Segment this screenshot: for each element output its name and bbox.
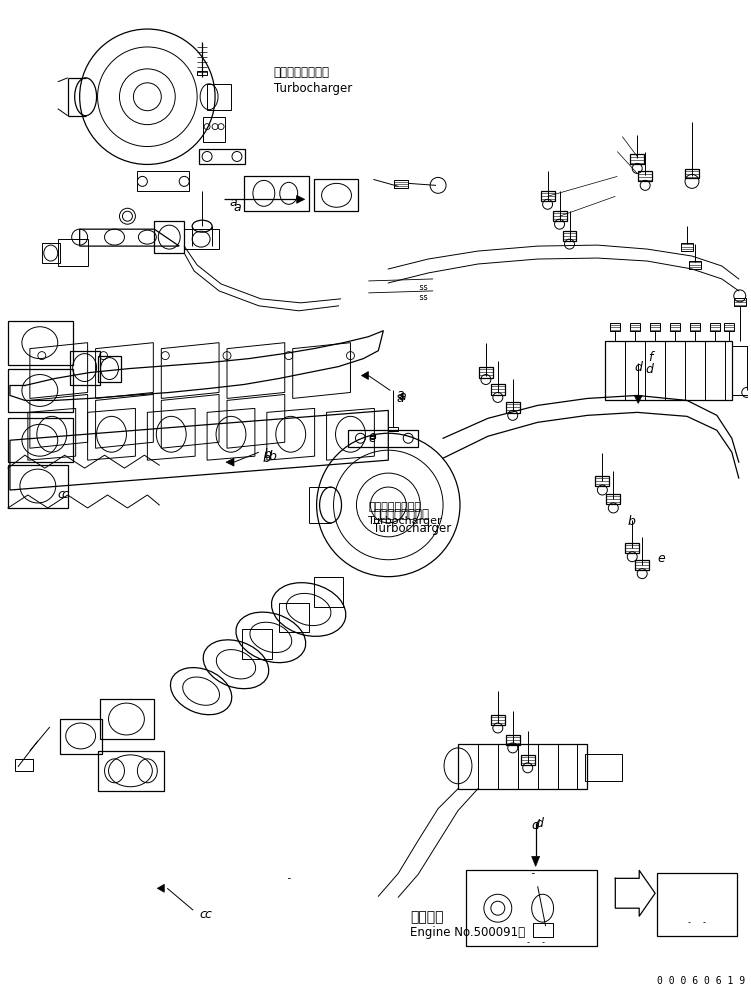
Bar xyxy=(630,155,644,165)
Polygon shape xyxy=(361,371,369,379)
Text: c: c xyxy=(204,909,211,922)
Bar xyxy=(505,402,520,413)
Text: a: a xyxy=(397,392,404,405)
Bar xyxy=(491,715,505,725)
Bar xyxy=(394,181,409,189)
Bar xyxy=(685,170,699,179)
Bar xyxy=(15,759,33,771)
Text: c: c xyxy=(62,488,68,501)
Bar xyxy=(491,384,505,395)
Text: d: d xyxy=(635,360,642,373)
Polygon shape xyxy=(297,196,305,204)
Bar xyxy=(689,261,701,269)
Polygon shape xyxy=(532,856,540,866)
Bar xyxy=(553,212,566,221)
Bar xyxy=(606,494,620,504)
Text: Engine No.500091～: Engine No.500091～ xyxy=(410,926,526,939)
Bar xyxy=(505,735,520,745)
Bar xyxy=(734,298,746,306)
Text: Turbocharger: Turbocharger xyxy=(369,516,442,526)
Bar xyxy=(626,543,639,553)
Text: ss: ss xyxy=(418,283,428,292)
Bar xyxy=(638,172,652,182)
Polygon shape xyxy=(615,871,655,917)
Text: a: a xyxy=(234,202,242,214)
Bar xyxy=(541,192,554,202)
Polygon shape xyxy=(226,458,234,466)
Bar xyxy=(724,323,734,331)
Text: b: b xyxy=(263,452,270,465)
Text: 0 0 0 6 0 6 1 9: 0 0 0 6 0 6 1 9 xyxy=(656,976,745,986)
Text: b: b xyxy=(627,515,635,528)
Text: d: d xyxy=(532,818,539,831)
Bar xyxy=(388,427,398,431)
Text: e: e xyxy=(369,432,376,445)
Text: Turbocharger: Turbocharger xyxy=(373,522,451,535)
Text: b: b xyxy=(264,448,272,461)
Text: ss: ss xyxy=(418,293,428,302)
Text: d: d xyxy=(645,362,653,375)
Text: a: a xyxy=(229,197,237,210)
Bar xyxy=(650,323,660,331)
Text: d: d xyxy=(535,816,544,829)
Text: -  -: - - xyxy=(526,938,546,947)
Bar xyxy=(710,323,720,331)
Text: e: e xyxy=(657,552,665,565)
Text: e: e xyxy=(369,430,376,443)
Text: 適用号機: 適用号機 xyxy=(410,911,444,924)
Text: ターボチャージャ: ターボチャージャ xyxy=(369,502,421,512)
Text: b: b xyxy=(269,450,276,463)
Bar xyxy=(635,560,649,570)
Bar xyxy=(670,323,680,331)
Text: -  -: - - xyxy=(687,919,707,927)
Text: -: - xyxy=(529,868,536,879)
Bar xyxy=(520,755,535,765)
Bar xyxy=(690,323,700,331)
Bar xyxy=(207,83,231,109)
Bar xyxy=(630,323,640,331)
Text: Turbocharger: Turbocharger xyxy=(274,81,352,94)
Bar xyxy=(479,366,493,377)
Text: ターボチャージャ: ターボチャージャ xyxy=(274,66,330,78)
Polygon shape xyxy=(635,395,642,403)
Text: c: c xyxy=(58,488,65,501)
Bar xyxy=(681,243,693,251)
Bar xyxy=(198,71,207,74)
Text: a: a xyxy=(398,390,406,403)
Bar xyxy=(596,476,609,486)
Bar xyxy=(562,231,577,241)
Text: -: - xyxy=(285,874,292,884)
Polygon shape xyxy=(157,885,164,893)
Bar xyxy=(532,923,553,937)
Text: c: c xyxy=(199,909,206,922)
Text: f: f xyxy=(648,351,653,363)
Bar xyxy=(611,323,620,331)
Text: ターボチャージャ: ターボチャージャ xyxy=(373,508,430,521)
Text: a: a xyxy=(397,388,404,401)
Text: f: f xyxy=(749,349,751,361)
